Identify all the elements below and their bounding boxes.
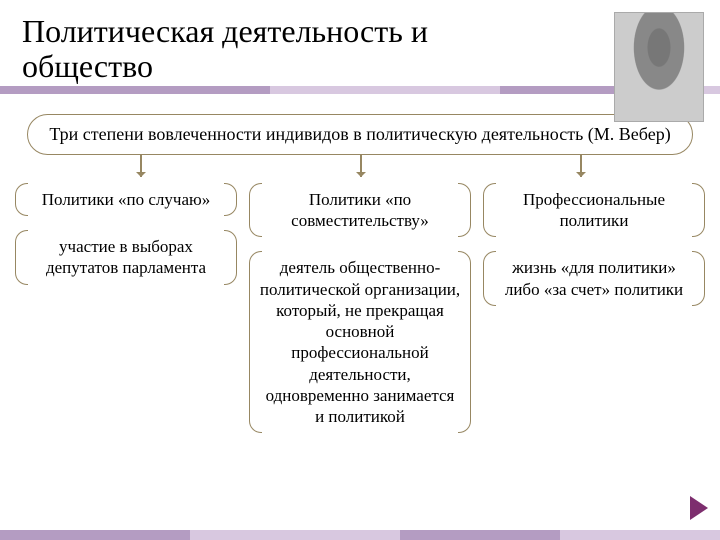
column: Политики «по случаю» участие в выборах д… — [15, 183, 237, 434]
category-label: Политики «по совместительству» — [249, 183, 471, 238]
columns-container: Политики «по случаю» участие в выборах д… — [15, 183, 705, 434]
footer-decoration — [0, 522, 720, 540]
category-description: участие в выборах депутатов парламента — [15, 230, 237, 285]
arrow-down-icon — [580, 155, 582, 177]
arrow-down-icon — [360, 155, 362, 177]
category-description: деятель общественно-политической организ… — [249, 251, 471, 433]
slide-title: Политическая деятельность и общество — [22, 14, 542, 84]
arrow-down-icon — [140, 155, 142, 177]
next-slide-button[interactable] — [690, 496, 708, 520]
column: Профессиональные политики жизнь «для пол… — [483, 183, 705, 434]
title-underline-decoration — [0, 84, 720, 96]
category-label: Политики «по случаю» — [15, 183, 237, 216]
connector-arrows — [27, 155, 693, 183]
column: Политики «по совместительству» деятель о… — [249, 183, 471, 434]
slide-header: Политическая деятельность и общество — [0, 0, 720, 94]
category-label: Профессиональные политики — [483, 183, 705, 238]
main-concept-box: Три степени вовлеченности индивидов в по… — [27, 114, 693, 155]
weber-portrait-icon — [614, 12, 704, 122]
category-description: жизнь «для политики» либо «за счет» поли… — [483, 251, 705, 306]
